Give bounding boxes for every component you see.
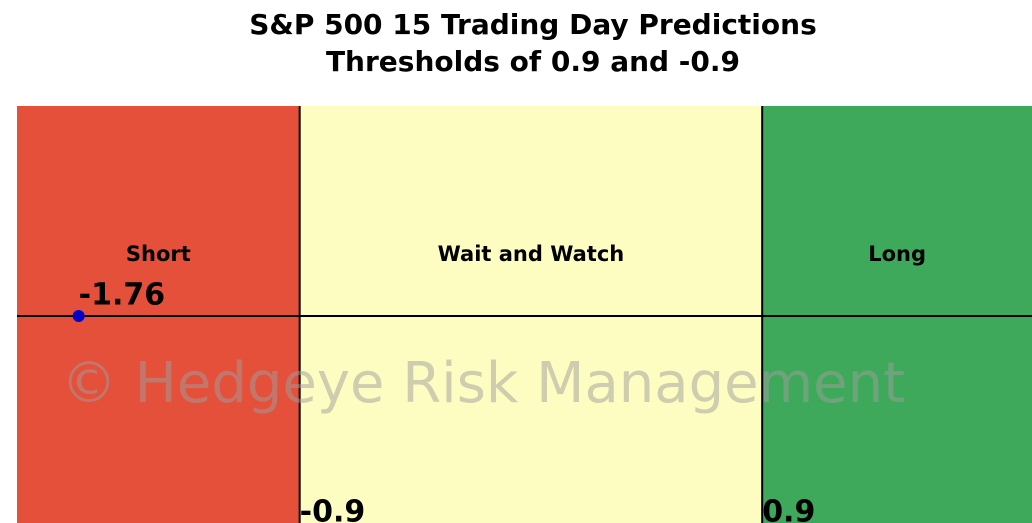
zone — [762, 106, 1032, 523]
point — [72, 310, 85, 322]
chart-title: S&P 500 15 Trading Day Predictions — [249, 8, 817, 41]
zone-label: Long — [868, 242, 926, 266]
zone-label: Short — [126, 242, 191, 266]
zone — [299, 106, 763, 523]
threshold-label: 0.9 — [762, 495, 815, 523]
zone-label: Wait and Watch — [438, 242, 625, 266]
watermark: © Hedgeye Risk Management — [61, 351, 905, 416]
zone — [17, 106, 300, 523]
point-label: -1.76 — [79, 278, 165, 313]
threshold-label: -0.9 — [300, 495, 366, 523]
chart-subtitle: Thresholds of 0.9 and -0.9 — [326, 45, 740, 78]
